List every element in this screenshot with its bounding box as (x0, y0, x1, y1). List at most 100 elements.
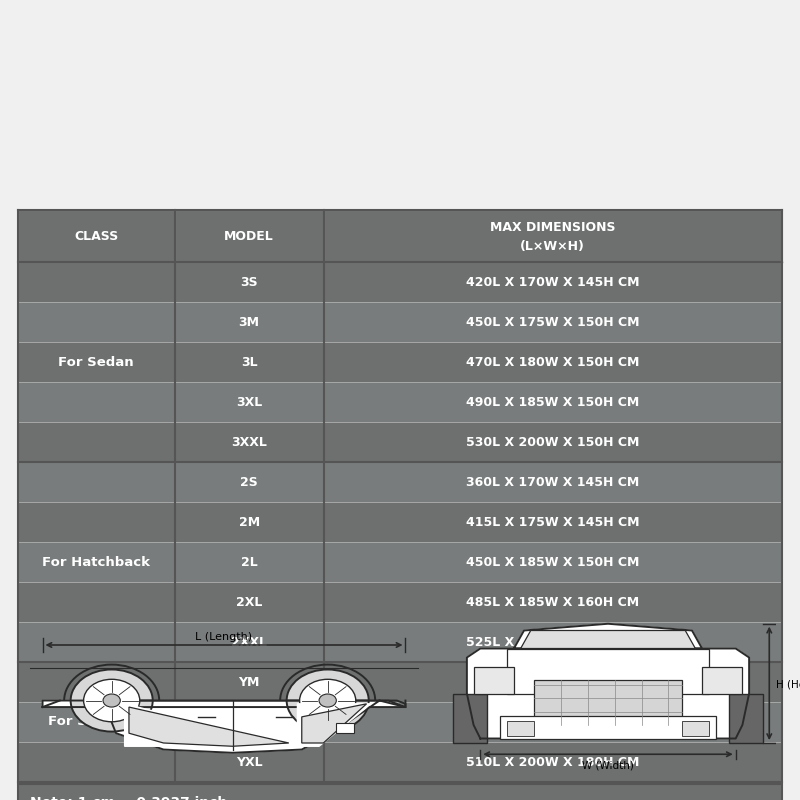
Bar (18, 210, 174, 262)
Text: 2XL: 2XL (236, 595, 262, 609)
Bar (18, 662, 174, 702)
Bar (323, 622, 782, 662)
Text: W (Width): W (Width) (582, 761, 634, 771)
Bar (174, 342, 323, 382)
Text: 360L X 170W X 145H CM: 360L X 170W X 145H CM (466, 475, 639, 489)
Bar (18, 622, 174, 662)
Text: 2M: 2M (238, 515, 260, 529)
Polygon shape (302, 704, 366, 743)
Polygon shape (702, 666, 742, 694)
Text: 3L: 3L (241, 355, 258, 369)
Bar (323, 422, 782, 462)
Bar (323, 302, 782, 342)
Bar (174, 382, 323, 422)
Bar (174, 262, 323, 302)
Text: 470L X 180W X 150H CM: 470L X 180W X 150H CM (466, 355, 639, 369)
Text: For SUV/JEEP: For SUV/JEEP (47, 715, 145, 729)
Bar (18, 342, 174, 382)
Text: 3XXL: 3XXL (231, 435, 267, 449)
Text: H (Heigth): H (Heigth) (776, 679, 800, 690)
Bar (174, 462, 323, 502)
Bar (323, 662, 782, 702)
Circle shape (319, 694, 336, 707)
Bar (323, 502, 782, 542)
Bar (323, 582, 782, 622)
Text: YXL: YXL (236, 755, 262, 769)
Bar (323, 210, 782, 262)
Bar (18, 542, 174, 582)
Circle shape (300, 679, 356, 722)
Polygon shape (514, 624, 702, 649)
Polygon shape (454, 694, 487, 743)
Bar (18, 462, 174, 502)
Bar (174, 702, 323, 742)
Polygon shape (474, 666, 514, 694)
Bar (18, 422, 174, 462)
Bar (174, 502, 323, 542)
Text: 2L: 2L (241, 555, 258, 569)
Text: 530L X 200W X 150H CM: 530L X 200W X 150H CM (466, 435, 639, 449)
Text: 3XL: 3XL (236, 395, 262, 409)
Polygon shape (42, 701, 406, 707)
Text: 2XXL: 2XXL (231, 635, 267, 649)
Text: MODEL: MODEL (224, 230, 274, 242)
Circle shape (70, 670, 153, 731)
Bar (174, 542, 323, 582)
Polygon shape (467, 649, 749, 738)
Bar (323, 742, 782, 782)
Polygon shape (501, 716, 715, 738)
Bar (323, 542, 782, 582)
Circle shape (103, 694, 120, 707)
Polygon shape (103, 701, 379, 753)
Text: 490L X 185W X 150H CM: 490L X 185W X 150H CM (466, 395, 639, 409)
Text: YM: YM (238, 675, 260, 689)
Polygon shape (129, 707, 289, 746)
Polygon shape (336, 723, 354, 733)
Bar (174, 662, 323, 702)
Bar (174, 422, 323, 462)
Text: 450L X 185W X 150H CM: 450L X 185W X 150H CM (466, 555, 639, 569)
Polygon shape (729, 694, 762, 743)
Polygon shape (521, 630, 695, 649)
Bar (323, 462, 782, 502)
Text: 3M: 3M (238, 315, 260, 329)
Polygon shape (298, 704, 371, 746)
Text: 510L X 200W X 180H CM: 510L X 200W X 180H CM (466, 755, 639, 769)
Bar (18, 784, 782, 800)
Text: 485L X 185W X 160H CM: 485L X 185W X 160H CM (466, 595, 639, 609)
Bar (18, 382, 174, 422)
Text: (L×W×H): (L×W×H) (520, 240, 586, 253)
Text: YL: YL (241, 715, 258, 729)
Text: L (Length): L (Length) (195, 632, 253, 642)
Bar (174, 622, 323, 662)
Text: Note: 1 cm = 0.3937 inch: Note: 1 cm = 0.3937 inch (30, 796, 227, 800)
Text: For Hatchback: For Hatchback (42, 555, 150, 569)
Text: 3S: 3S (240, 275, 258, 289)
Circle shape (84, 679, 140, 722)
Text: CLASS: CLASS (74, 230, 118, 242)
Bar (174, 582, 323, 622)
Polygon shape (125, 704, 293, 750)
Bar (18, 742, 174, 782)
Text: 525L X 190W X 180H CM: 525L X 190W X 180H CM (466, 635, 639, 649)
Polygon shape (682, 721, 709, 736)
Text: 420L X 170W X 145H CM: 420L X 170W X 145H CM (466, 275, 639, 289)
Bar (323, 382, 782, 422)
Text: 450L X 175W X 150H CM: 450L X 175W X 150H CM (466, 315, 639, 329)
Bar (18, 702, 174, 742)
Bar (174, 742, 323, 782)
Polygon shape (507, 721, 534, 736)
Text: MAX DIMENSIONS: MAX DIMENSIONS (490, 221, 615, 234)
Bar (18, 262, 174, 302)
Bar (174, 302, 323, 342)
Bar (18, 302, 174, 342)
Bar (323, 702, 782, 742)
Text: 485L X 190W X 180H CM: 485L X 190W X 180H CM (466, 715, 639, 729)
Bar (323, 262, 782, 302)
Bar (18, 582, 174, 622)
Text: 460L X 185W X 170H CM: 460L X 185W X 170H CM (466, 675, 639, 689)
Bar (323, 342, 782, 382)
Text: 2S: 2S (240, 475, 258, 489)
Polygon shape (507, 649, 709, 694)
Polygon shape (534, 680, 682, 725)
